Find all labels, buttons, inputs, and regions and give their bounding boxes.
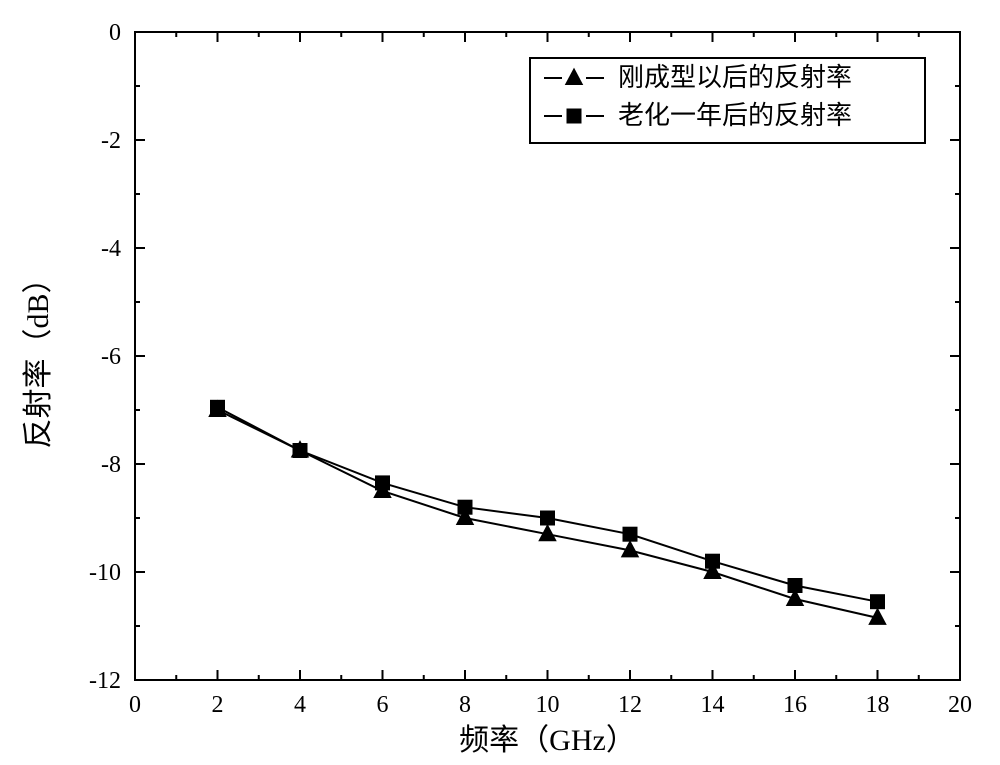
square-marker (871, 595, 885, 609)
y-tick-label: -2 (101, 128, 121, 154)
x-tick-label: 10 (536, 692, 560, 718)
y-tick-label: 0 (109, 20, 121, 46)
square-marker (788, 579, 802, 593)
chart-svg: 0 2 4 6 8 10 12 14 16 18 20 -12 -10 -8 -6 -4 -2 0 频率（GHz） 反… (0, 0, 1000, 765)
x-tick-label: 16 (783, 692, 807, 718)
chart-container: 0 2 4 6 8 10 12 14 16 18 20 -12 -10 -8 -6 -4 -2 0 频率（GHz） 反… (0, 0, 1000, 765)
square-marker (706, 554, 720, 568)
square-marker (211, 400, 225, 414)
square-marker (458, 500, 472, 514)
legend-label: 老化一年后的反射率 (618, 101, 852, 130)
y-tick-label: -8 (101, 452, 121, 478)
x-tick-label: 2 (212, 692, 224, 718)
square-marker (541, 511, 555, 525)
square-marker (376, 476, 390, 490)
x-tick-label: 20 (948, 692, 972, 718)
y-axis-label: 反射率（dB） (22, 263, 55, 448)
x-tick-label: 0 (129, 692, 141, 718)
x-tick-label: 12 (618, 692, 642, 718)
x-tick-label: 18 (866, 692, 890, 718)
x-axis-label: 频率（GHz） (459, 724, 636, 757)
y-tick-label: -4 (101, 236, 121, 262)
legend-label: 刚成型以后的反射率 (618, 63, 852, 92)
square-marker (623, 527, 637, 541)
y-tick-label: -12 (89, 668, 121, 694)
x-tick-label: 6 (377, 692, 389, 718)
legend: 刚成型以后的反射率老化一年后的反射率 (530, 58, 925, 143)
y-tick-label: -10 (89, 560, 121, 586)
square-marker (567, 109, 581, 123)
x-tick-label: 14 (701, 692, 725, 718)
x-tick-label: 8 (459, 692, 471, 718)
x-tick-label: 4 (294, 692, 306, 718)
square-marker (293, 444, 307, 458)
y-tick-label: -6 (101, 344, 121, 370)
